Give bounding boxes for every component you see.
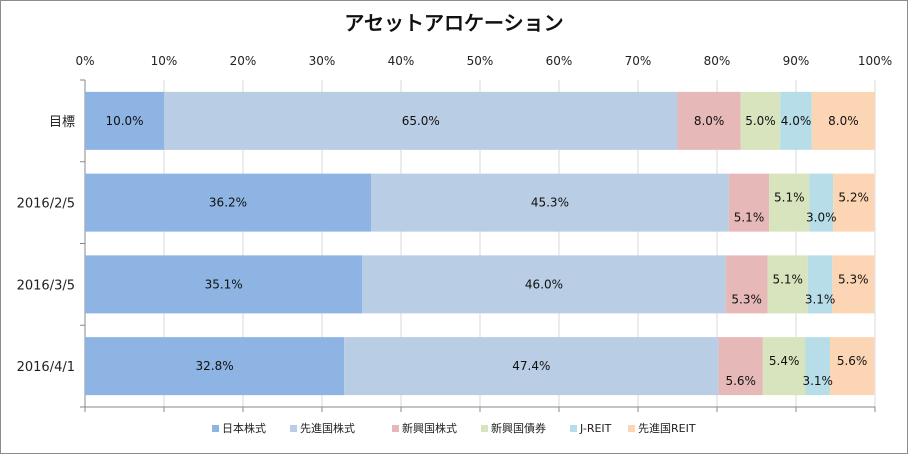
data-label: 46.0%: [525, 277, 563, 291]
data-label: 47.4%: [512, 359, 550, 373]
data-label: 36.2%: [209, 196, 247, 210]
x-tick-label: 100%: [858, 54, 892, 68]
bar-segment: [769, 173, 810, 232]
x-tick-label: 40%: [388, 54, 415, 68]
legend-swatch: [290, 425, 297, 432]
legend-label: 先進国REIT: [638, 422, 696, 435]
data-label: 32.8%: [195, 359, 233, 373]
legend-label: 新興国債券: [491, 421, 546, 435]
bar-segment: [780, 91, 812, 150]
bar-segment: [164, 91, 678, 150]
data-label: 65.0%: [402, 114, 440, 128]
x-tick-label: 90%: [783, 54, 810, 68]
bar-segment: [767, 255, 808, 314]
legend-label: 新興国株式: [402, 421, 457, 435]
data-label: 35.1%: [205, 277, 243, 291]
category-label: 目標: [49, 115, 75, 130]
data-label: 5.1%: [774, 191, 805, 205]
data-label: 5.3%: [838, 272, 869, 286]
bar-segment: [811, 91, 875, 150]
bar-segment: [677, 91, 741, 150]
legend-swatch: [212, 425, 219, 432]
x-tick-label: 60%: [546, 54, 573, 68]
data-label: 10.0%: [105, 114, 143, 128]
x-tick-label: 70%: [625, 54, 652, 68]
bar-segment: [762, 337, 806, 396]
legend-swatch: [628, 425, 635, 432]
data-label: 3.0%: [806, 211, 837, 225]
category-label: 2016/3/5: [17, 278, 75, 293]
chart-title: アセットアロケーション: [344, 11, 563, 35]
data-label: 5.1%: [734, 211, 765, 225]
legend-swatch: [392, 425, 399, 432]
x-tick-label: 80%: [704, 54, 731, 68]
bar-segment: [809, 173, 834, 232]
x-tick-label: 30%: [309, 54, 336, 68]
bar-segment: [85, 91, 164, 150]
data-label: 4.0%: [781, 114, 812, 128]
legend-label: 日本株式: [222, 421, 266, 435]
bar-segment: [85, 173, 371, 232]
data-labels: 10.0% 65.0% 8.0% 5.0% 4.0% 8.0% 36.2% 45.3% 5.1%…: [105, 114, 868, 388]
data-label: 3.1%: [805, 292, 836, 306]
bar-segment: [740, 91, 781, 150]
bar-segment: [829, 337, 875, 396]
data-label: 3.1%: [802, 374, 833, 388]
bar-segment: [344, 337, 719, 396]
data-label: 5.0%: [745, 114, 776, 128]
bar-segment: [832, 255, 875, 314]
bar-segment: [85, 255, 363, 314]
data-label: 5.1%: [772, 272, 803, 286]
legend-label: 先進国株式: [300, 421, 355, 435]
bar-segment: [370, 173, 729, 232]
x-tick-label: 20%: [230, 54, 257, 68]
bar-segment: [805, 337, 830, 396]
data-label: 5.6%: [837, 354, 868, 368]
data-label: 45.3%: [531, 196, 569, 210]
data-label: 8.0%: [694, 114, 725, 128]
legend: 日本株式 先進国株式 新興国株式 新興国債券 J-REIT 先進国REIT: [212, 421, 696, 435]
bar-segment: [85, 337, 345, 396]
data-label: 8.0%: [828, 114, 859, 128]
bar-segment: [833, 173, 875, 232]
legend-swatch: [481, 425, 488, 432]
category-label: 2016/2/5: [17, 197, 75, 212]
bar-segment: [728, 173, 770, 232]
bar-segment: [718, 337, 763, 396]
category-label: 2016/4/1: [17, 360, 75, 375]
x-tick-label: 50%: [467, 54, 494, 68]
x-tick-label: 10%: [151, 54, 178, 68]
data-label: 5.4%: [769, 354, 800, 368]
data-label: 5.3%: [731, 292, 762, 306]
legend-label: J-REIT: [579, 422, 612, 435]
bars: [85, 91, 875, 396]
bar-segment: [725, 255, 768, 314]
bar-segment: [362, 255, 726, 314]
bar-segment: [807, 255, 833, 314]
data-label: 5.2%: [838, 191, 869, 205]
data-label: 5.6%: [725, 374, 756, 388]
x-tick-label: 0%: [75, 54, 94, 68]
legend-swatch: [570, 425, 577, 432]
